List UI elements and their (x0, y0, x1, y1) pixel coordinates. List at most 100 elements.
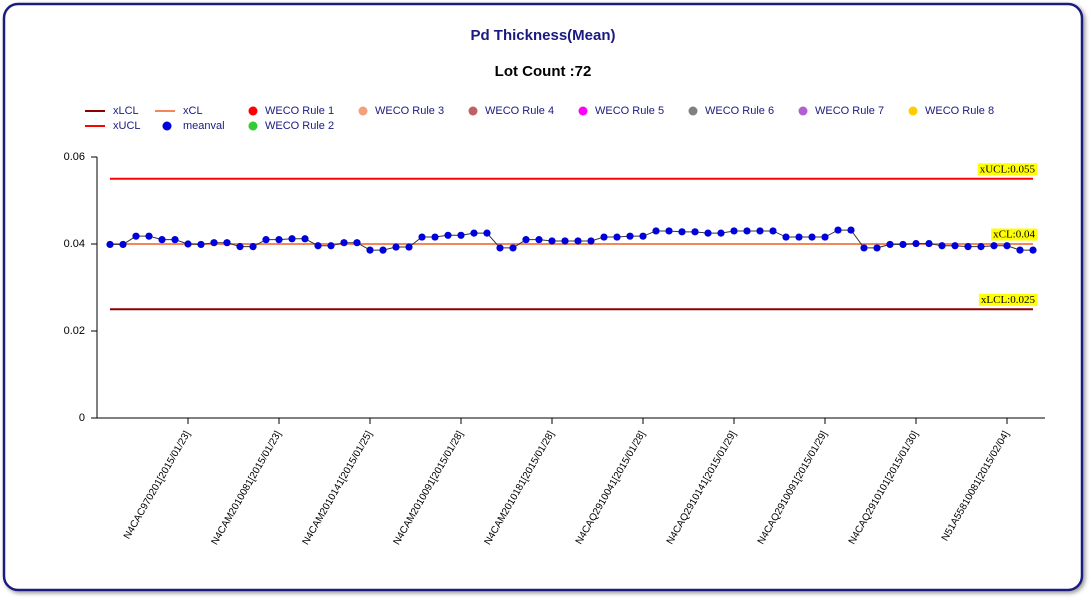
data-point (132, 232, 140, 240)
y-tick-label: 0.04 (64, 238, 85, 250)
data-point (782, 233, 790, 241)
frame (2, 2, 1084, 592)
data-point (262, 236, 270, 244)
legend-dot (688, 106, 698, 116)
chart-title: Pd Thickness(Mean) (470, 27, 615, 44)
data-point (652, 227, 660, 235)
legend-dot (248, 106, 258, 116)
data-point (223, 239, 231, 247)
legend-label: WECO Rule 3 (375, 105, 444, 117)
data-point (535, 236, 543, 244)
chart-subtitle: Lot Count :72 (495, 63, 592, 80)
data-point (600, 233, 608, 241)
y-tick-label: 0.06 (64, 151, 85, 163)
data-point (1029, 246, 1037, 254)
data-point (405, 243, 413, 251)
data-point (691, 228, 699, 236)
data-point (158, 236, 166, 244)
data-point (314, 242, 322, 250)
data-point (1003, 242, 1011, 250)
data-point (353, 239, 361, 247)
y-tick-label: 0 (79, 412, 85, 424)
data-point (769, 227, 777, 235)
data-point (301, 235, 309, 243)
legend-label: WECO Rule 8 (925, 105, 994, 117)
limit-label: xLCL:0.025 (981, 294, 1036, 306)
y-tick-label: 0.02 (64, 325, 85, 337)
data-point (340, 239, 348, 247)
data-point (483, 229, 491, 237)
data-point (418, 233, 426, 241)
legend-dot (798, 106, 808, 116)
legend-dot (162, 121, 172, 131)
data-point (366, 246, 374, 254)
legend-label: xLCL (113, 105, 139, 117)
legend-dot (908, 106, 918, 116)
legend-dot (468, 106, 478, 116)
data-point (379, 246, 387, 254)
data-point (548, 237, 556, 245)
data-point (704, 229, 712, 237)
data-point (509, 244, 517, 252)
legend-dot (248, 121, 258, 131)
data-point (288, 235, 296, 243)
data-point (665, 227, 673, 235)
data-point (561, 237, 569, 245)
data-point (145, 232, 153, 240)
data-point (795, 233, 803, 241)
data-point (886, 240, 894, 249)
data-point (678, 228, 686, 236)
data-point (860, 244, 868, 252)
data-point (457, 231, 465, 239)
data-point (496, 244, 504, 252)
data-point (431, 233, 439, 241)
limit-label-bg (977, 163, 1038, 176)
legend-label: xUCL (113, 120, 141, 132)
data-point (236, 243, 244, 251)
limit-label-bg (991, 228, 1038, 241)
data-point (964, 243, 972, 251)
data-point (821, 233, 829, 241)
data-point (444, 231, 452, 239)
data-point (743, 227, 751, 235)
data-point (938, 242, 946, 250)
data-point (210, 239, 218, 247)
limit-label: xUCL:0.055 (980, 163, 1036, 175)
data-point (197, 240, 205, 249)
data-point (730, 227, 738, 235)
data-point (834, 226, 842, 234)
legend-dot (358, 106, 368, 116)
limit-label: xCL:0.04 (993, 229, 1035, 241)
legend-label: WECO Rule 1 (265, 105, 334, 117)
data-point (756, 227, 764, 235)
data-point (925, 239, 933, 248)
legend-label: xCL (183, 105, 203, 117)
data-point (613, 233, 621, 241)
legend-label: WECO Rule 4 (485, 105, 554, 117)
data-point (171, 236, 179, 244)
data-point (873, 244, 881, 252)
data-point (626, 232, 634, 240)
data-point (522, 236, 530, 244)
data-point (977, 243, 985, 251)
data-point (990, 242, 998, 250)
legend-label: WECO Rule 7 (815, 105, 884, 117)
data-point (275, 236, 283, 244)
data-point (899, 240, 907, 249)
legend-label: WECO Rule 2 (265, 120, 334, 132)
limit-label-bg (978, 293, 1038, 306)
data-point (639, 232, 647, 240)
data-point (847, 226, 855, 234)
data-point (184, 240, 192, 248)
data-point (587, 237, 595, 245)
legend-label: WECO Rule 6 (705, 105, 774, 117)
legend-label: WECO Rule 5 (595, 105, 664, 117)
data-point (106, 240, 114, 249)
data-point (1016, 246, 1024, 254)
data-point (717, 229, 725, 237)
data-point (951, 242, 959, 250)
data-point (470, 229, 478, 237)
legend-label: meanval (183, 120, 225, 132)
data-point (119, 240, 127, 249)
